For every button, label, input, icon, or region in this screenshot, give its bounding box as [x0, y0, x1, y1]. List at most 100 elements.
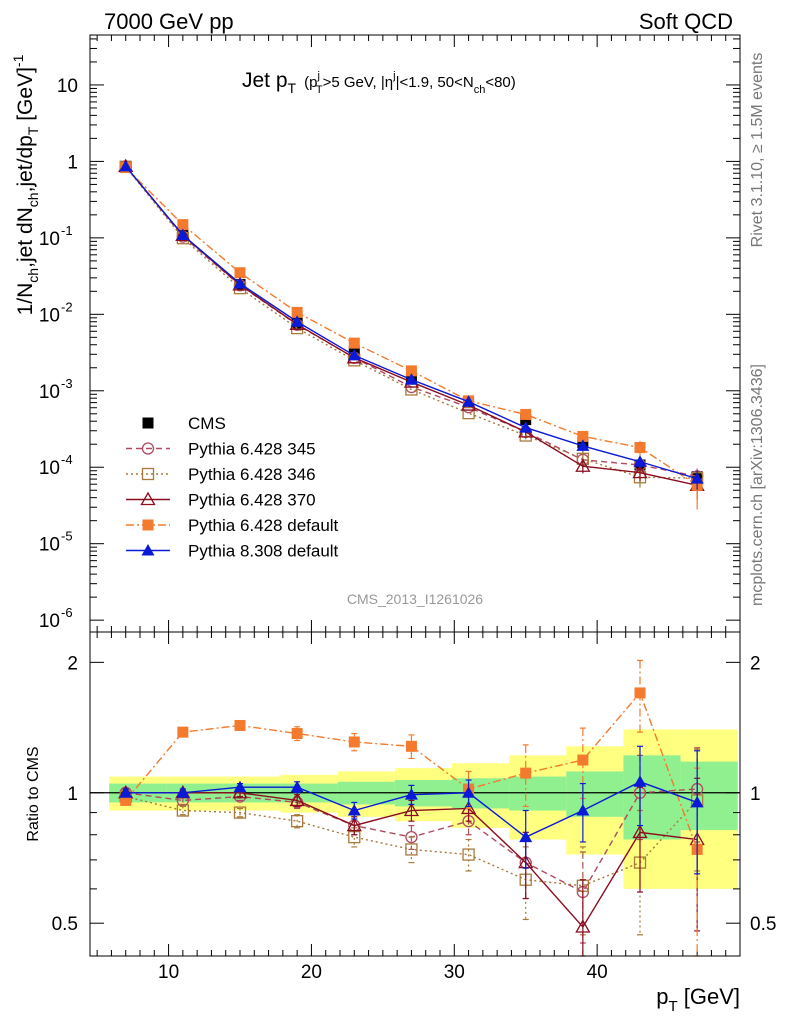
main-data-point [634, 442, 646, 454]
y-tick-label-exponent: -3 [61, 376, 73, 391]
y-tick-label-exponent: -5 [61, 529, 73, 544]
x-tick-label: 40 [587, 962, 608, 983]
ratio-data-point [348, 736, 360, 748]
x-axis-label: pT [GeV] [656, 984, 740, 1015]
analysis-watermark: CMS_2013_I1261026 [347, 591, 483, 607]
ratio-data-point [634, 687, 646, 699]
uncertainty-band-inner [623, 755, 681, 840]
legend-label: CMS [188, 414, 226, 433]
main-data-point [291, 306, 303, 318]
ratio-data-point [632, 824, 648, 839]
ratio-y-tick-label: 1 [67, 784, 78, 805]
main-data-point [575, 458, 591, 472]
ratio-data-point [519, 830, 533, 843]
ratio-data-point [462, 848, 475, 861]
mcplots-reference-label: mcplots.cern.ch [arXiv:1306.3436] [749, 364, 766, 606]
y-tick-label-exponent: -2 [61, 299, 73, 314]
main-data-point [290, 315, 304, 327]
main-data-point [176, 228, 190, 241]
y-tick-label-exponent: -1 [61, 223, 73, 238]
x-tick-label: 30 [444, 962, 465, 983]
legend-marker [141, 467, 155, 481]
main-data-point [348, 337, 360, 349]
ratio-y-tick-label: 2 [67, 653, 78, 674]
ratio-data-point [290, 780, 304, 793]
main-data-point [633, 455, 647, 467]
main-data-point [405, 365, 417, 377]
legend-marker [141, 442, 155, 455]
header-right-label: Soft QCD [639, 9, 733, 34]
y-tick-label: 10 [39, 229, 60, 250]
main-data-point [576, 439, 590, 451]
ratio-data-point [120, 794, 132, 806]
y-tick-label: 10 [39, 305, 60, 326]
legend-label: Pythia 8.308 default [188, 542, 339, 561]
main-series-line [125, 167, 698, 486]
ratio-y-tick-label-right: 0.5 [750, 914, 776, 935]
uncertainty-band-inner [509, 776, 567, 811]
ratio-data-point [177, 726, 189, 738]
ratio-data-point [234, 719, 246, 731]
main-series-line [125, 165, 698, 487]
legend-label: Pythia 6.428 345 [188, 440, 316, 459]
ratio-data-point [347, 804, 361, 816]
main-data-point [177, 219, 189, 231]
ratio-data-point [346, 817, 362, 832]
ratio-data-point [462, 786, 476, 798]
legend-label: Pythia 6.428 370 [188, 491, 316, 510]
ratio-data-point [404, 788, 418, 800]
main-data-point [462, 395, 476, 407]
ratio-y-tick-label: 0.5 [52, 914, 78, 935]
main-data-point [234, 267, 246, 279]
ratio-data-point [633, 775, 647, 787]
legend-marker [142, 519, 154, 531]
y-tick-label: 10 [39, 611, 60, 632]
ratio-y-tick-label-right: 2 [750, 653, 761, 674]
legend-marker [141, 544, 155, 556]
rivet-version-label: Rivet 3.1.10, ≥ 1.5M events [749, 53, 766, 248]
legend-marker [142, 417, 154, 429]
uncertainty-band-inner [680, 761, 738, 831]
main-data-point [519, 421, 533, 433]
y-tick-label-exponent: -4 [61, 452, 73, 467]
y-tick-label: 10 [39, 458, 60, 479]
legend-label: Pythia 6.428 default [188, 516, 339, 535]
main-data-point [520, 408, 532, 420]
ratio-data-point [176, 804, 190, 817]
ratio-data-point [289, 792, 305, 807]
y-tick-label: 10 [39, 382, 60, 403]
ratio-data-point [575, 919, 591, 933]
header-left-label: 7000 GeV pp [104, 9, 234, 34]
legend-marker [140, 491, 156, 506]
ratio-panel: 10 20 30 40 2 2 1 1 0.5 0.5 [52, 632, 776, 983]
ratio-data-point [403, 802, 420, 817]
main-data-point [347, 348, 361, 361]
ratio-data-point [233, 806, 247, 819]
main-data-point [119, 159, 133, 172]
legend-label: Pythia 6.428 346 [188, 465, 316, 484]
ratio-data-point [291, 728, 303, 740]
x-tick-label: 10 [158, 962, 179, 983]
ratio-y-tick-label-right: 1 [750, 784, 761, 805]
main-data-point [632, 464, 648, 479]
y-tick-label: 10 [57, 76, 78, 97]
ratio-data-point [460, 800, 477, 815]
main-series-line [125, 166, 698, 479]
main-data-point [462, 406, 475, 420]
main-data-point [233, 276, 247, 289]
legend: CMS Pythia 6.428 345 Pythia 6.428 346 Pythi… [126, 414, 339, 561]
main-data-point [577, 430, 589, 442]
y-tick-label: 1 [67, 152, 78, 173]
x-tick-label: 20 [301, 962, 322, 983]
main-data-point [404, 373, 418, 385]
ratio-panel-frame [89, 631, 741, 957]
main-data-point [690, 472, 704, 484]
ratio-data-point [119, 786, 133, 798]
ratio-y-axis-label: Ratio to CMS [25, 746, 42, 841]
ratio-data-point [290, 814, 304, 828]
ratio-data-point [690, 795, 704, 808]
y-tick-label-exponent: -6 [61, 605, 73, 620]
